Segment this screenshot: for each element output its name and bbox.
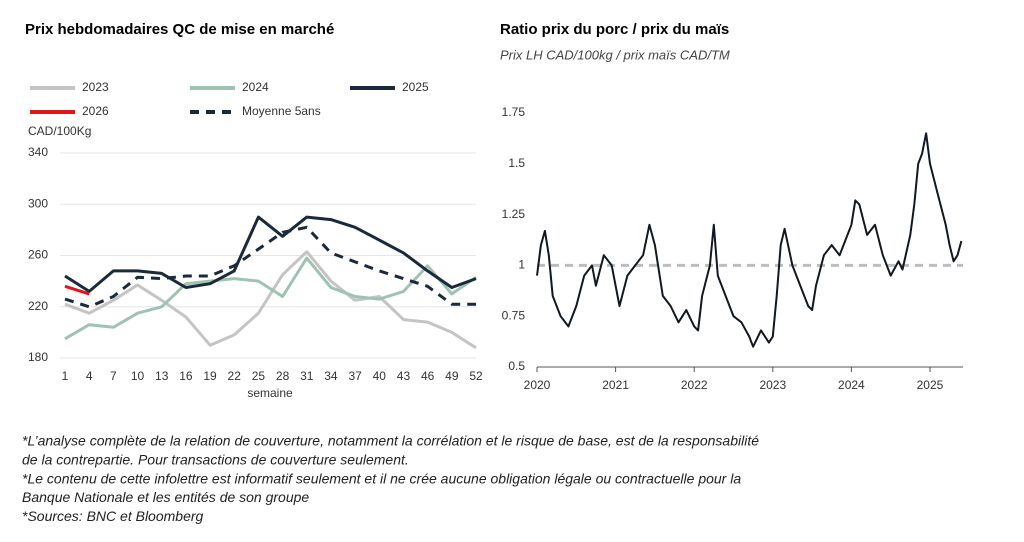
x-tick-label: 28	[276, 369, 290, 383]
legend-label: 2025	[402, 80, 429, 94]
legend-label: 2026	[82, 104, 109, 118]
footnote: de la contrepartie. Pour transactions de…	[22, 452, 409, 468]
y-tick-label: 1.25	[502, 207, 526, 221]
series-line	[64, 250, 477, 350]
chart-title: Ratio prix du porc / prix du maïs	[500, 21, 729, 38]
x-tick-label: 1	[62, 369, 69, 383]
x-tick-label: 46	[421, 369, 435, 383]
series-line	[64, 215, 477, 293]
y-tick-label: 1.75	[502, 105, 526, 119]
x-tick-label: 10	[131, 369, 145, 383]
chart-subtitle: Prix LH CAD/100kg / prix maïs CAD/TM	[500, 47, 730, 62]
legend-label: 2023	[82, 80, 109, 94]
x-tick-label: 25	[252, 369, 266, 383]
y-tick-label: 220	[28, 299, 48, 313]
footnote: Banque Nationale et les entités de son g…	[22, 489, 309, 505]
y-tick-label: 0.75	[502, 308, 526, 322]
x-tick-label: 2021	[602, 378, 629, 392]
chart-title: Prix hebdomadaires QC de mise en marché	[25, 21, 334, 38]
x-tick-label: 2022	[681, 378, 708, 392]
series-line	[64, 225, 476, 309]
y-tick-label: 1	[518, 258, 525, 272]
x-tick-label: 2024	[838, 378, 865, 392]
x-tick-label: 49	[445, 369, 459, 383]
x-tick-label: 2020	[524, 378, 551, 392]
x-tick-label: 2023	[759, 378, 786, 392]
series-line	[536, 132, 963, 348]
x-tick-label: 31	[300, 369, 314, 383]
x-tick-label: 52	[469, 369, 483, 383]
footnote: *L’analyse complète de la relation de co…	[22, 433, 759, 449]
y-tick-label: 1.5	[508, 156, 525, 170]
series-line	[64, 284, 90, 296]
footnote: *Le contenu de cette infolettre est info…	[22, 470, 741, 486]
y-tick-label: 260	[28, 248, 48, 262]
x-tick-label: 34	[324, 369, 338, 383]
x-axis-label: semaine	[247, 386, 293, 400]
x-tick-label: 13	[155, 369, 169, 383]
x-tick-label: 4	[86, 369, 93, 383]
x-tick-label: 37	[348, 369, 362, 383]
y-tick-label: 340	[28, 145, 48, 159]
footnote: *Sources: BNC et Bloomberg	[22, 508, 204, 524]
x-tick-label: 16	[179, 369, 193, 383]
x-tick-label: 19	[203, 369, 217, 383]
series-line	[64, 256, 477, 341]
y-tick-label: 0.5	[508, 359, 525, 373]
legend-label: Moyenne 5ans	[242, 104, 321, 118]
x-tick-label: 7	[110, 369, 117, 383]
x-tick-label: 40	[373, 369, 387, 383]
legend-label: 2024	[242, 80, 269, 94]
y-tick-label: 180	[28, 350, 48, 364]
x-tick-label: 43	[397, 369, 411, 383]
y-axis-label: CAD/100Kg	[28, 124, 91, 138]
y-tick-label: 300	[28, 196, 48, 210]
x-tick-label: 22	[228, 369, 242, 383]
x-tick-label: 2025	[917, 378, 944, 392]
